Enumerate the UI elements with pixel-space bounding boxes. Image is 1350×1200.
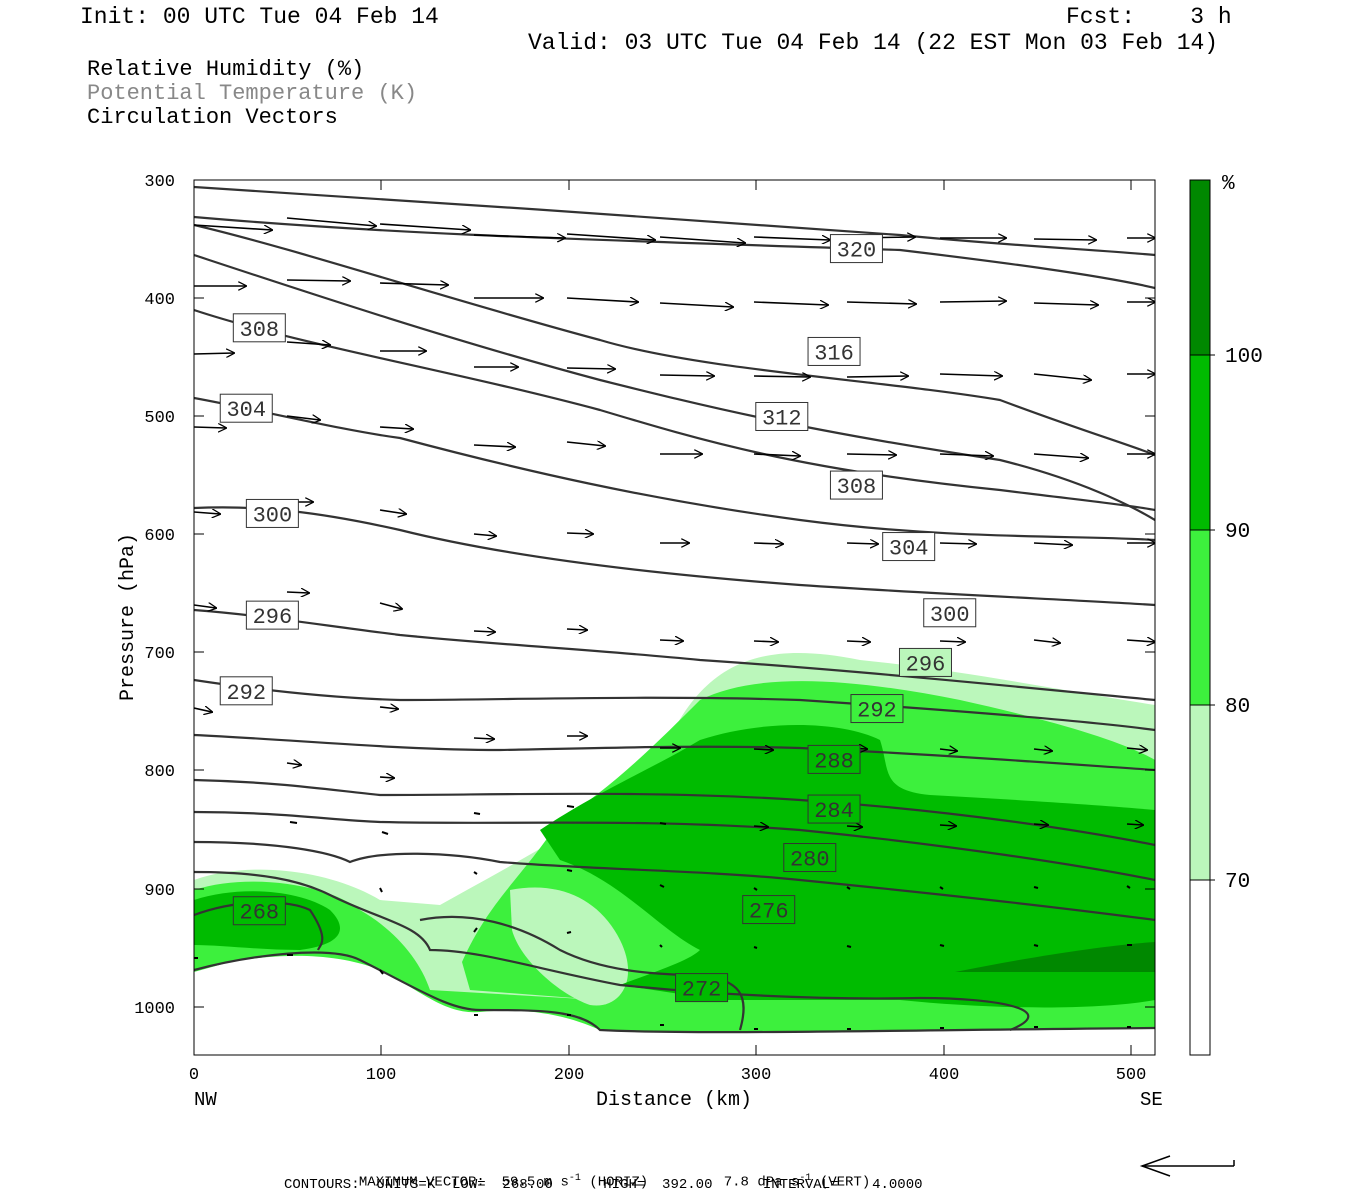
contour-label-box [232,313,286,343]
contour-label: 308 [837,475,877,500]
colorbar-bin [1190,355,1210,530]
rh-below-terrain [194,955,1155,1055]
reference-vector-arrow [1139,1155,1235,1177]
colorbar: % 100 90 80 70 [1189,173,1263,1056]
xtick-label: 400 [929,1066,960,1085]
contour-label-box [245,600,299,630]
contour-label-box [783,843,837,873]
ytick-label: 1000 [134,1000,175,1019]
contour-label: 280 [790,848,830,873]
theta-contours [194,185,1155,1034]
max-vector-line: MAXIMUM VECTOR: 59.5 m s-1 (HORIZ) 7.8 d… [342,1157,870,1191]
colorbar-level: 80 [1225,696,1250,719]
ytick-label: 900 [144,882,175,901]
contour-label: 288 [814,749,854,774]
contour-label-box [755,401,809,431]
contour-label-box [232,896,286,926]
contour-label-box [742,895,796,925]
contour-label: 308 [240,318,280,343]
xtick-label: 200 [554,1066,585,1085]
contour-label-box [219,393,273,423]
contour-label-box [219,676,273,706]
contour-label-box [245,498,299,528]
max-vector-label: MAXIMUM VECTOR: [358,1174,485,1191]
contour-label: 276 [749,900,789,925]
horiz-value: 59.5 [501,1174,536,1191]
xtick-label: 100 [366,1066,397,1085]
xtick-label: 300 [741,1066,772,1085]
vert-value: 7.8 [723,1174,749,1191]
contour-label-box [923,598,977,628]
rh-70-pocket [510,887,629,1006]
plot-frame [193,179,1156,1056]
contour-label: 300 [930,603,970,628]
contour-label-box [850,694,904,724]
colorbar-bin [1190,530,1210,705]
horiz-unit: m s [543,1174,569,1191]
contour-label-box [898,647,952,677]
contour-label: 312 [762,406,802,431]
contour-label-box [829,470,883,500]
contour-label-box [829,234,883,264]
contour-label: 304 [889,537,929,562]
xtick-label: 500 [1116,1066,1147,1085]
contour-labels: 3203163123083083043043003002962962922922… [219,234,977,1003]
colorbar-level: 70 [1225,871,1250,894]
contour-label-box [807,794,861,824]
rh-100-region [955,942,1155,972]
vert-tag: (VERT) [819,1174,871,1191]
vert-unit: dPa s [757,1174,800,1191]
contour-label: 320 [837,239,877,264]
y-axis-label: Pressure (hPa) [117,533,140,701]
horiz-exponent: -1 [568,1173,581,1184]
ytick-label: 800 [144,763,175,782]
contour-label: 300 [253,503,293,528]
contour-label: 296 [906,652,946,677]
init-time: Init: 00 UTC Tue 04 Feb 14 [80,4,439,30]
axis-ticks [194,179,1155,1055]
contour-label: 292 [857,699,897,724]
small-vectors [194,805,1132,1030]
x-end-nw: NW [194,1089,217,1111]
xtick-label: 0 [189,1066,199,1085]
contour-label: 272 [682,978,722,1003]
ytick-label: 700 [144,645,175,664]
contour-label: 284 [814,799,854,824]
vert-exponent: -1 [799,1173,812,1184]
contours-info: CONTOURS: UNITS=K LOW= 268.00 HIGH= 392.… [284,1177,923,1193]
colorbar-unit: % [1222,173,1235,196]
horiz-tag: (HORIZ) [589,1174,649,1191]
valid-time: Valid: 03 UTC Tue 04 Feb 14 (22 EST Mon … [528,30,1219,56]
contour-label-box [882,532,936,562]
colorbar-bin [1190,705,1210,880]
ytick-label: 300 [144,173,175,192]
colorbar-bin [1190,180,1210,355]
contour-label: 304 [226,398,266,423]
contour-label-box [807,744,861,774]
legend-potential-temperature: Potential Temperature (K) [87,81,418,106]
colorbar-level: 100 [1225,346,1263,369]
legend-relative-humidity: Relative Humidity (%) [87,57,365,82]
legend-circulation-vectors: Circulation Vectors [87,105,338,130]
ytick-label: 600 [144,527,175,546]
contour-label: 296 [253,605,293,630]
contour-label: 316 [814,341,854,366]
ytick-label: 400 [144,291,175,310]
x-axis-label: Distance (km) [596,1089,752,1112]
colorbar-level: 90 [1225,521,1250,544]
contour-label: 292 [226,681,266,706]
contour-label-box [807,336,861,366]
colorbar-bin [1190,880,1210,1055]
ytick-label: 500 [144,409,175,428]
x-end-se: SE [1140,1089,1163,1111]
forecast-hour: Fcst: 3 h [1066,4,1232,30]
contour-label: 268 [240,901,280,926]
contour-label-box [675,973,729,1003]
